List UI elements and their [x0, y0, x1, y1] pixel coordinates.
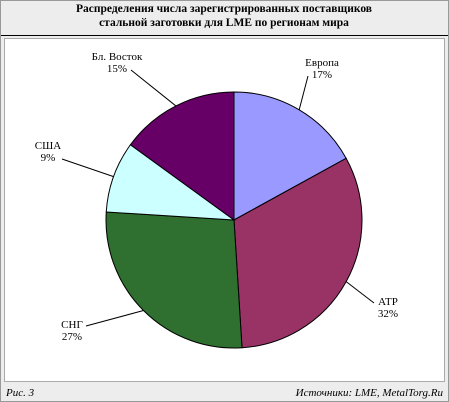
pie-slice — [233, 157, 363, 349]
source: Источники: LME, MetalTorg.Ru — [295, 387, 444, 399]
slice-label: США — [35, 140, 61, 152]
chart-title: Распределения числа зарегистрированных п… — [76, 3, 372, 15]
figure-label: Рис. 3 — [5, 387, 35, 399]
slice-label: Бл. Восток — [92, 51, 143, 63]
slice-label: СНГ — [61, 319, 83, 331]
leader-line — [85, 310, 144, 327]
leader-line — [298, 75, 309, 110]
slice-label: Европа — [305, 57, 339, 69]
slice-label: АТР — [378, 296, 398, 308]
value-label: 15% — [107, 63, 127, 75]
chart-title: стальной заготовки для LME по регионам м… — [99, 17, 349, 29]
leader-line — [345, 281, 375, 304]
leader-line — [130, 69, 177, 107]
value-label: 17% — [312, 69, 332, 81]
value-label: 32% — [378, 308, 398, 320]
pie-slice — [233, 91, 347, 221]
pie-slice — [129, 91, 235, 221]
value-label: 9% — [41, 152, 56, 164]
leader-line — [61, 158, 114, 178]
pie-slice — [105, 211, 243, 349]
value-label: 27% — [62, 331, 82, 343]
